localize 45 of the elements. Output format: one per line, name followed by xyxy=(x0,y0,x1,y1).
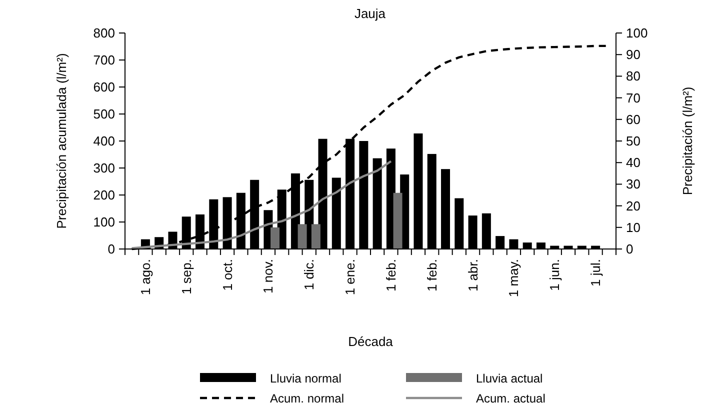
bar xyxy=(298,224,307,249)
y2-tick-label: 30 xyxy=(626,176,640,192)
y-tick-label: 700 xyxy=(93,52,115,68)
x-tick-label: 1 sep. xyxy=(178,259,194,294)
legend-label: Acum. normal xyxy=(270,392,344,406)
legend-label: Lluvia normal xyxy=(270,372,342,386)
x-tick-label: 1 feb. xyxy=(383,259,398,292)
y-tick-label: 0 xyxy=(108,242,115,256)
x-tick-label: 1 abr. xyxy=(465,259,480,292)
y-tick-label: 600 xyxy=(93,80,115,94)
x-axis-title: Década xyxy=(348,334,394,349)
x-tick-label: 1 jul. xyxy=(588,259,604,286)
y-axis-title: Precipitación acumulada (l/m²) xyxy=(54,53,69,229)
y2-tick-label: 20 xyxy=(626,198,640,214)
x-tick-label: 1 ene. xyxy=(342,259,358,296)
y2-tick-label: 70 xyxy=(626,90,640,106)
y2-tick-label: 40 xyxy=(626,155,640,170)
y2-tick-label: 90 xyxy=(626,47,640,62)
y2-tick-label: 80 xyxy=(626,68,640,84)
y-tick-label: 200 xyxy=(93,188,115,202)
y2-tick-label: 60 xyxy=(626,112,640,127)
y2-axis-title: Precipitación (l/m²) xyxy=(680,86,695,196)
x-tick-label: 1 dic. xyxy=(302,259,317,290)
y-tick-label: 500 xyxy=(93,106,115,122)
bar xyxy=(270,227,280,249)
x-tick-label: 1 jun. xyxy=(547,259,562,291)
y2-tick-label: 10 xyxy=(626,220,640,235)
chart-title: Jauja xyxy=(354,6,386,21)
y-tick-label: 400 xyxy=(93,134,115,148)
x-tick-label: 1 feb. xyxy=(424,259,440,292)
y2-tick-label: 0 xyxy=(626,242,634,256)
legend-label: Acum. actual xyxy=(476,392,546,406)
x-tick-label: 1 nov. xyxy=(260,259,276,294)
bar xyxy=(393,192,402,249)
line-series xyxy=(130,160,392,250)
y2-tick-label: 50 xyxy=(626,134,640,148)
y-tick-label: 800 xyxy=(93,26,115,40)
x-tick-label: 1 ago. xyxy=(138,259,153,296)
x-tick-label: 1 oct. xyxy=(220,259,235,291)
y-tick-label: 100 xyxy=(93,214,115,230)
legend-label: Lluvia actual xyxy=(476,372,543,386)
bar xyxy=(311,224,320,249)
y-tick-label: 300 xyxy=(93,160,115,176)
x-tick-label: 1 may. xyxy=(506,259,522,298)
y2-tick-label: 100 xyxy=(626,26,648,40)
